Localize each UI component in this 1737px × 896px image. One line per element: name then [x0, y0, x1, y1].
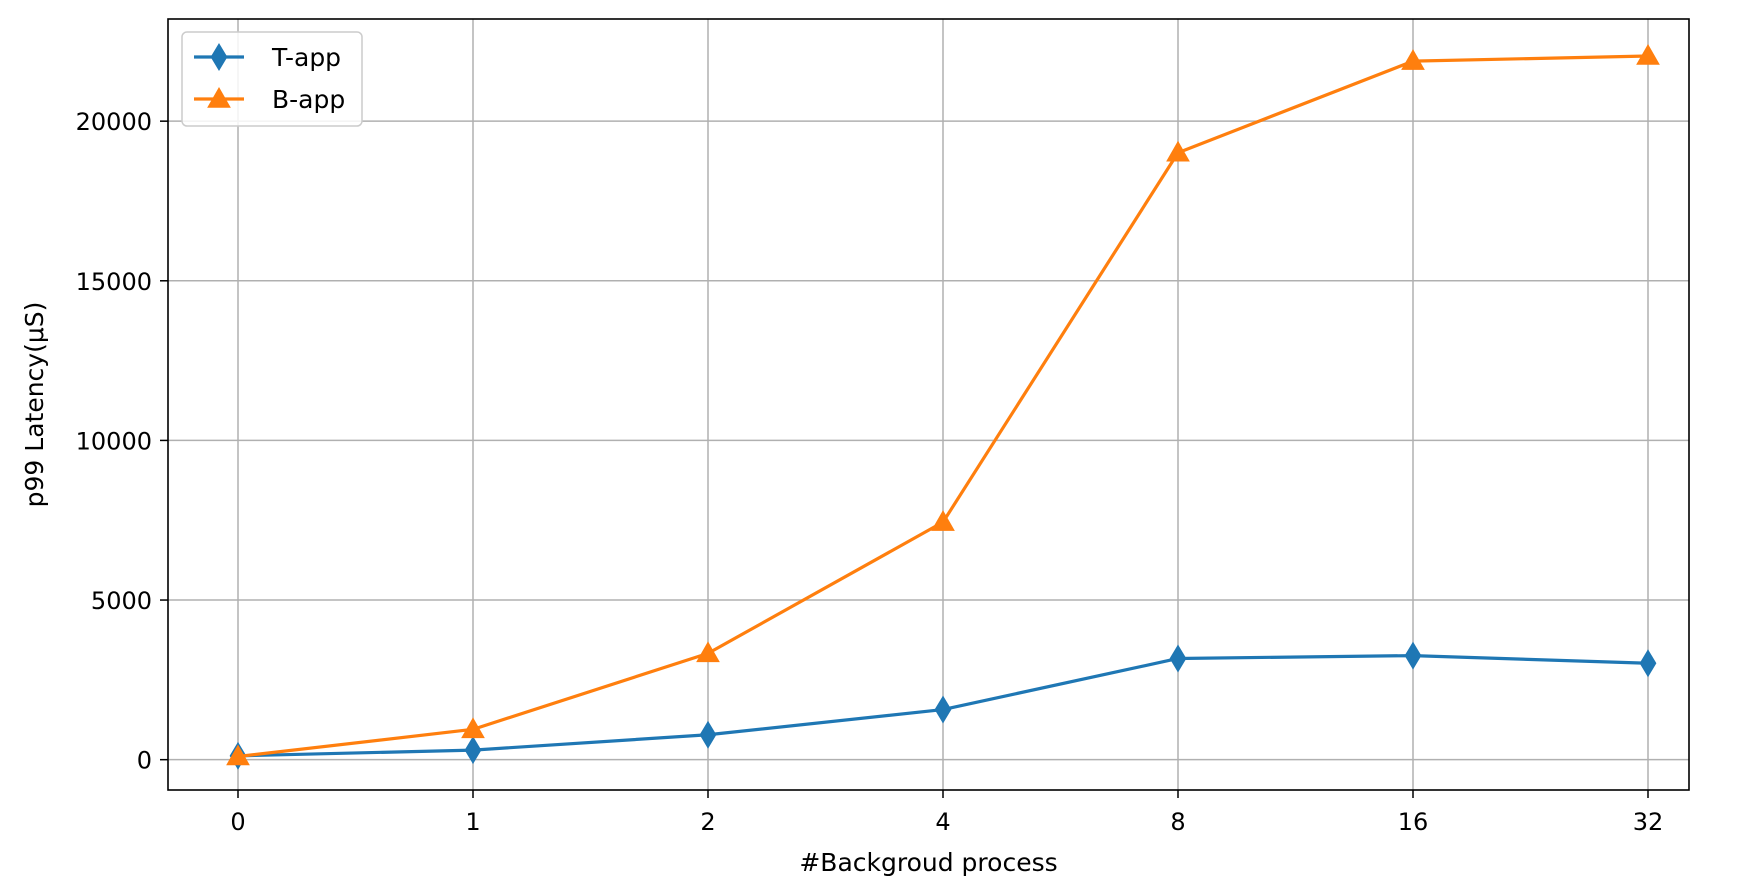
data-point-t-app [699, 720, 717, 749]
legend-marker-t-app [210, 43, 228, 71]
y-tick-label: 20000 [76, 108, 152, 136]
plot-frame [167, 18, 1690, 791]
data-point-b-app [1166, 140, 1190, 162]
y-tick-label: 15000 [76, 268, 152, 296]
data-point-b-app [461, 717, 485, 739]
series-t-app [229, 641, 1657, 770]
series-b-app [226, 44, 1660, 766]
data-point-b-app [931, 510, 955, 531]
x-axis-label: #Backgroud process [799, 848, 1057, 877]
x-axis-ticks: 0 1 2 4 8 16 32 [230, 790, 1663, 836]
grid-lines [168, 19, 1689, 790]
data-point-b-app [1401, 49, 1425, 70]
data-point-t-app [1639, 649, 1657, 678]
series-layer [226, 44, 1660, 770]
x-tick-label: 8 [1170, 808, 1185, 836]
y-tick-label: 0 [137, 747, 152, 775]
data-point-b-app [226, 744, 250, 766]
y-tick-label: 10000 [76, 427, 152, 455]
legend-label-b-app: B-app [272, 85, 345, 114]
data-point-b-app [696, 641, 720, 663]
legend-marker-b-app [207, 86, 231, 108]
x-tick-label: 4 [935, 808, 950, 836]
x-tick-label: 2 [700, 808, 715, 836]
y-tick-label: 5000 [91, 587, 152, 615]
data-point-t-app [464, 736, 482, 765]
x-tick-label: 32 [1633, 808, 1664, 836]
data-point-t-app [1169, 644, 1187, 673]
x-tick-label: 0 [230, 808, 245, 836]
data-point-t-app [1404, 641, 1422, 670]
data-point-t-app [934, 695, 952, 724]
data-point-b-app [1636, 44, 1660, 65]
y-axis-ticks: 0 5000 10000 15000 20000 [76, 108, 168, 775]
x-tick-label: 16 [1398, 808, 1429, 836]
x-tick-label: 1 [465, 808, 480, 836]
legend-label-t-app: T-app [271, 43, 341, 72]
legend: T-app B-app [181, 31, 363, 127]
y-axis-label: p99 Latency(μS) [20, 302, 49, 508]
